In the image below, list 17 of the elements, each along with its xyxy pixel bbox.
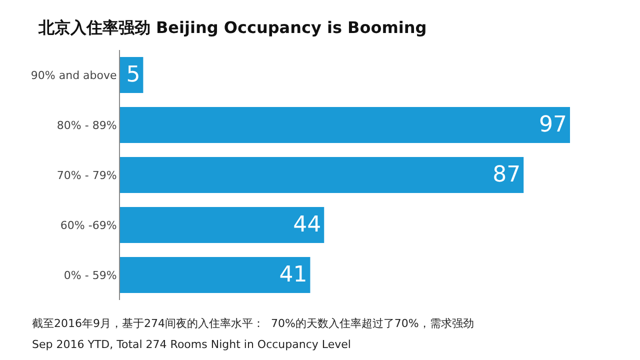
data-label: 44 [293, 212, 322, 238]
y-tick-label: 90% and above [30, 68, 118, 82]
data-label: 97 [539, 112, 567, 138]
text: 截至2016年9月，基于274间夜的入住率水平： 70%的天数入住率超过了70%，需求强劲 [32, 317, 474, 330]
bar [120, 157, 524, 193]
bar [120, 257, 310, 293]
y-tick-label: 70% - 79% [56, 168, 117, 182]
data-label: 5 [126, 62, 140, 88]
y-tick-label: 0% - 59% [64, 268, 117, 282]
y-tick-label: 80% - 89% [56, 118, 117, 132]
bar [120, 107, 570, 143]
chart-title: 北京入住率强劲 Beijing Occupancy is Booming [37, 18, 427, 37]
y-tick-label: 60% -69% [60, 218, 117, 232]
bar [120, 207, 324, 243]
data-label: 41 [279, 262, 308, 288]
text: Sep 2016 YTD, Total 274 Rooms Night in Occupancy Level [32, 338, 351, 351]
data-label: 87 [492, 162, 521, 188]
